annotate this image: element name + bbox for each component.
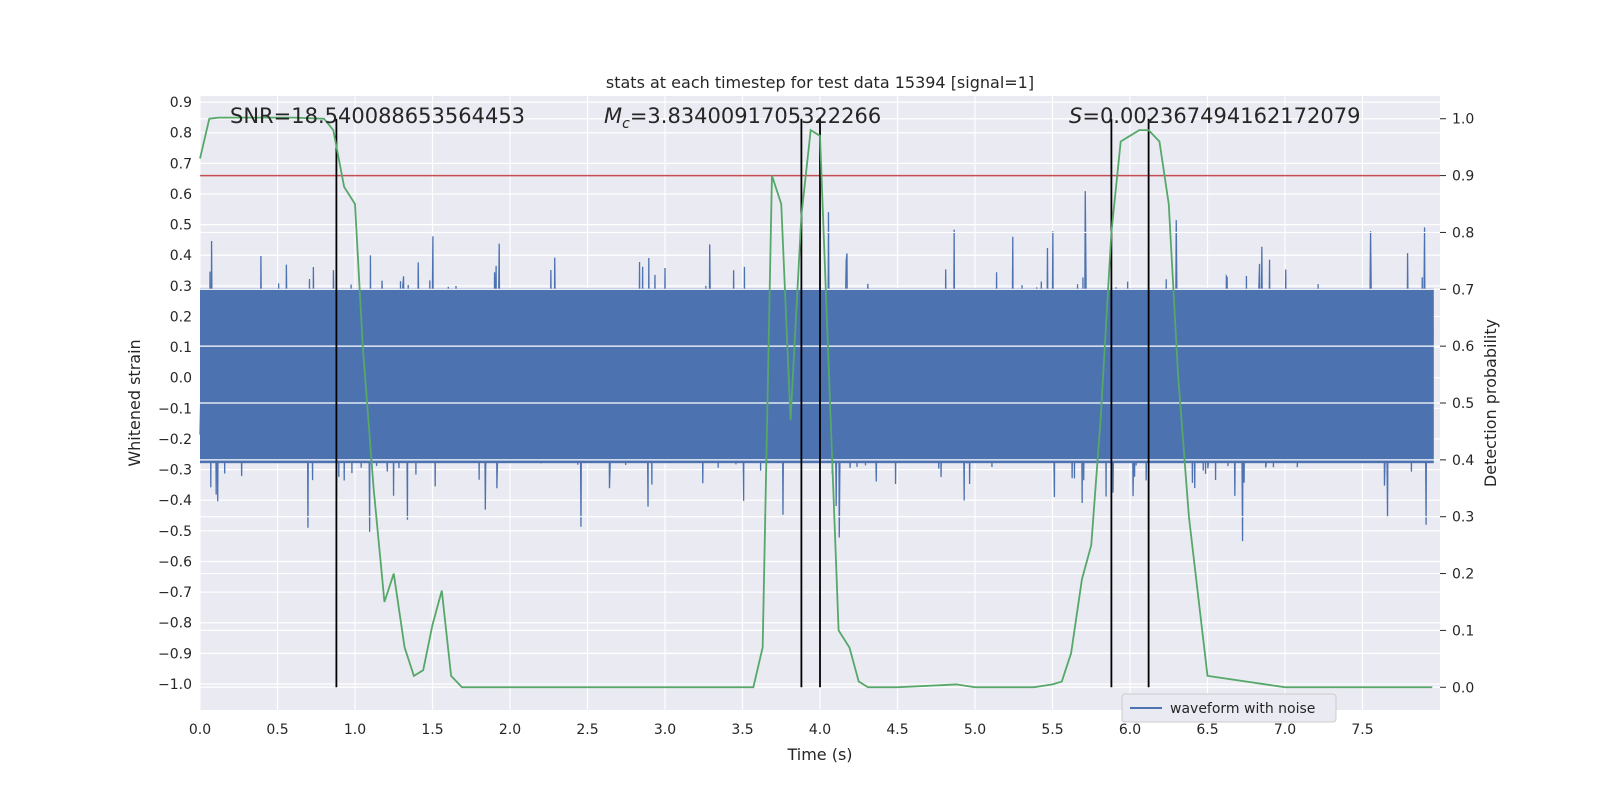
probability-series <box>199 116 1433 689</box>
y-tick-label: −0.2 <box>158 432 192 448</box>
y-tick-label: −0.3 <box>158 463 192 479</box>
x-tick-label: 0.0 <box>189 722 211 738</box>
chirp-mass-annotation: Mc=3.8340091705322266 <box>604 104 881 132</box>
y2-axis-label: Detection probability <box>1481 319 1500 487</box>
x-tick-label: 2.0 <box>499 722 521 738</box>
y2-tick-label: 0.0 <box>1452 680 1474 696</box>
x-tick-label: 0.5 <box>266 722 288 738</box>
snr-annotation: SNR=18.540088653564453 <box>230 104 525 128</box>
chart-title: stats at each timestep for test data 153… <box>606 73 1034 92</box>
y2-tick-label: 0.5 <box>1452 396 1474 412</box>
chirp-mass-subscript: c <box>622 116 630 132</box>
legend-box <box>1121 693 1337 723</box>
x-tick-label: 2.5 <box>576 722 598 738</box>
x-tick-label: 5.5 <box>1041 722 1063 738</box>
y-tick-label: 0.1 <box>170 340 192 356</box>
reference-lines <box>200 118 1440 688</box>
x-tick-label: 4.5 <box>886 722 908 738</box>
y2-tick-label: 0.4 <box>1452 453 1474 469</box>
x-tick-label: 7.0 <box>1274 722 1296 738</box>
s-annotation: S=0.002367494162172079 <box>1069 104 1360 128</box>
y-tick-label: −0.8 <box>158 616 192 632</box>
y2-tick-label: 0.9 <box>1452 169 1474 185</box>
waveform-series <box>199 191 1434 542</box>
y-tick-label: 0.7 <box>170 156 192 172</box>
waveform-core-band <box>200 288 1434 464</box>
detection-probability-line <box>199 116 1433 689</box>
x-tick-label: 6.5 <box>1196 722 1218 738</box>
y-tick-label: 0.4 <box>170 248 192 264</box>
x-tick-label: 5.0 <box>964 722 986 738</box>
y-tick-label: −0.9 <box>158 646 192 662</box>
y-tick-label: 0.6 <box>170 187 192 203</box>
x-tick-label: 3.5 <box>731 722 753 738</box>
y-tick-label: 0.2 <box>170 309 192 325</box>
tick-labels: 0.0 0.5 1.0 1.5 2.0 2.5 3.0 3.5 4.0 4.5 5.0 5.5 6.0 6… <box>158 95 1474 738</box>
x-tick-label: 3.0 <box>654 722 676 738</box>
y-tick-label: −0.4 <box>158 493 192 509</box>
y2-tick-label: 0.7 <box>1452 282 1474 298</box>
y-tick-label: −1.0 <box>158 677 192 693</box>
y-axis-label: Whitened strain <box>125 339 144 466</box>
y-tick-label: −0.5 <box>158 524 192 540</box>
x-tick-label: 7.5 <box>1351 722 1373 738</box>
y2-tick-label: 1.0 <box>1452 112 1474 128</box>
x-tick-label: 1.0 <box>344 722 366 738</box>
y-tick-label: −0.1 <box>158 401 192 417</box>
x-tick-label: 1.5 <box>421 722 443 738</box>
x-tick-label: 6.0 <box>1119 722 1141 738</box>
s-symbol: S <box>1069 104 1082 128</box>
y2-tick-label: 0.2 <box>1452 567 1474 583</box>
legend: waveform with noise <box>1121 693 1337 723</box>
y-tick-label: 0.0 <box>170 371 192 387</box>
s-value: =0.002367494162172079 <box>1082 104 1360 128</box>
chirp-mass-value: =3.8340091705322266 <box>630 104 881 128</box>
y-tick-label: −0.7 <box>158 585 192 601</box>
y2-tick-label: 0.1 <box>1452 623 1474 639</box>
x-axis-label: Time (s) <box>786 745 852 764</box>
x-tick-label: 4.0 <box>809 722 831 738</box>
chirp-mass-symbol: M <box>604 104 622 128</box>
y-tick-label: −0.6 <box>158 554 192 570</box>
y-tick-label: 0.9 <box>170 95 192 111</box>
legend-label-waveform: waveform with noise <box>1170 701 1315 717</box>
y2-tick-label: 0.3 <box>1452 510 1474 526</box>
y-tick-label: 0.3 <box>170 279 192 295</box>
y2-tick-label: 0.6 <box>1452 339 1474 355</box>
y-tick-label: 0.8 <box>170 126 192 142</box>
y-tick-label: 0.5 <box>170 218 192 234</box>
y2-tick-label: 0.8 <box>1452 225 1474 241</box>
